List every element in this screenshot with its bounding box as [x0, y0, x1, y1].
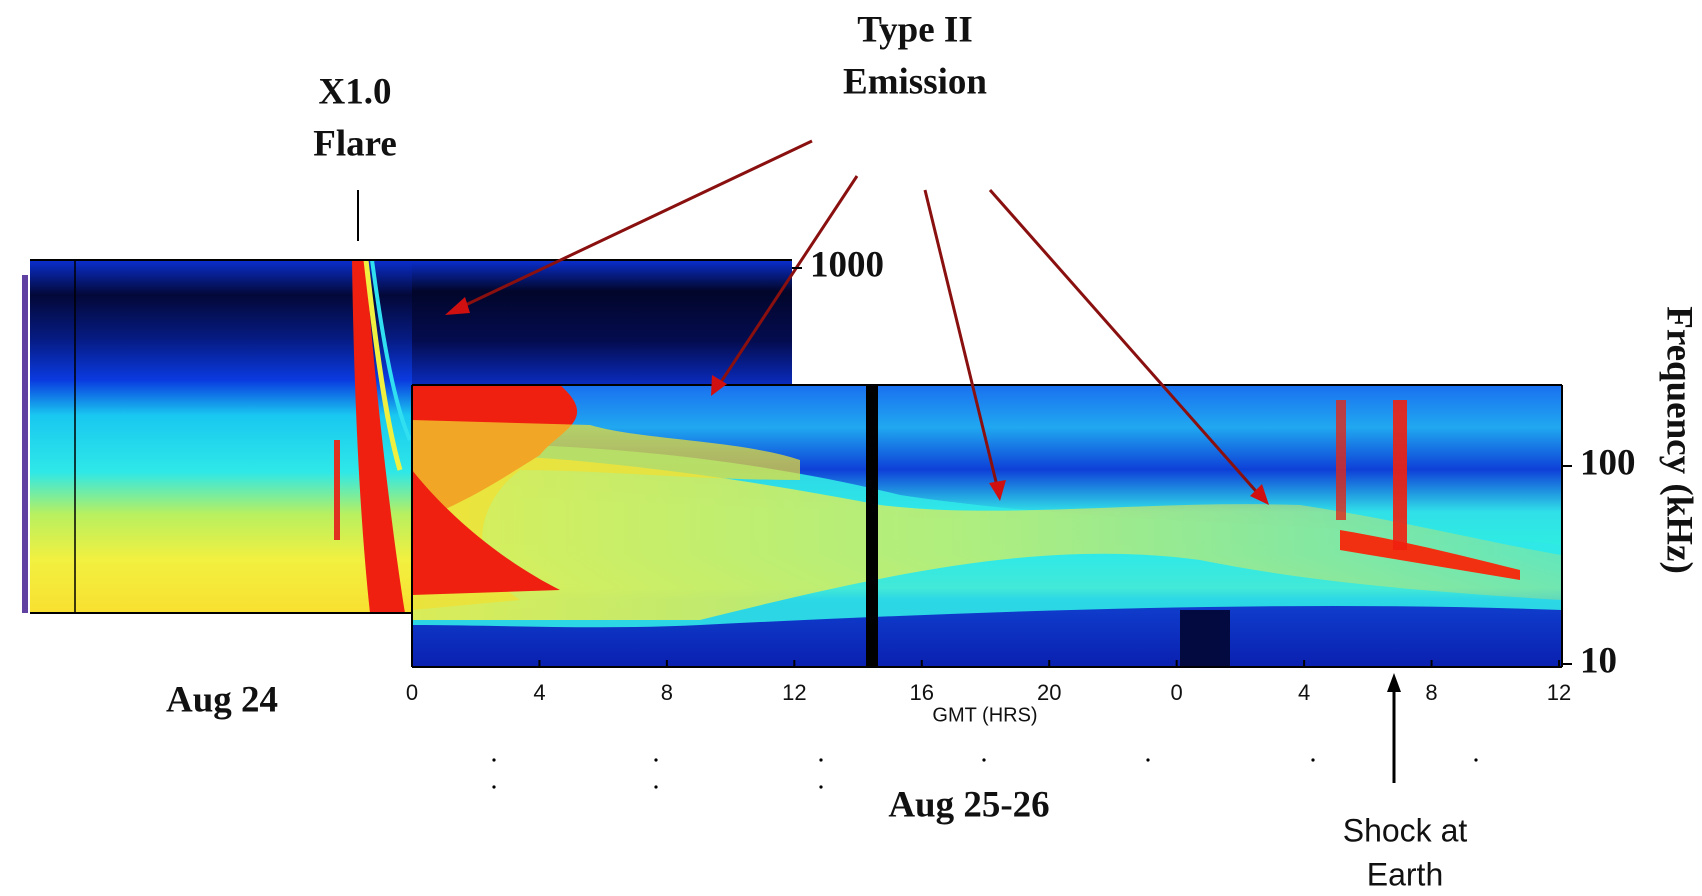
- date-label: Aug 24: [166, 679, 278, 720]
- date-label: Aug 25-26: [888, 784, 1049, 825]
- annotation: Earth: [1367, 856, 1443, 892]
- shock-arrow: [1387, 673, 1401, 783]
- x-axis-label: GMT (HRS): [932, 704, 1037, 726]
- annotation: Shock at: [1343, 812, 1468, 848]
- x-tick-label: 0: [406, 680, 418, 705]
- y-tick-label: 100: [1580, 442, 1636, 483]
- annotation: Flare: [313, 123, 397, 164]
- annotation: Type II: [857, 9, 972, 50]
- y-tick-label: 1000: [810, 244, 884, 285]
- x-tick-label: 12: [782, 680, 806, 705]
- dots: [492, 758, 1478, 789]
- aug24-spectrogram: [22, 259, 792, 614]
- x-tick-label: 16: [910, 680, 934, 705]
- arrows: [445, 139, 1269, 505]
- x-tick-label: 8: [1425, 680, 1437, 705]
- x-tick-label: 0: [1171, 680, 1183, 705]
- y-axis-label: Frequency (kHz): [1659, 306, 1700, 574]
- annotation: X1.0: [319, 71, 392, 112]
- x-tick-label: 4: [533, 680, 545, 705]
- aug25-spectrogram: [411, 384, 1563, 668]
- x-tick-label: 20: [1037, 680, 1061, 705]
- x-tick-label: 8: [661, 680, 673, 705]
- annotation: Emission: [843, 61, 987, 102]
- x-tick-label: 4: [1298, 680, 1310, 705]
- y-tick-label: 10: [1580, 640, 1617, 681]
- x-tick-label: 12: [1547, 680, 1571, 705]
